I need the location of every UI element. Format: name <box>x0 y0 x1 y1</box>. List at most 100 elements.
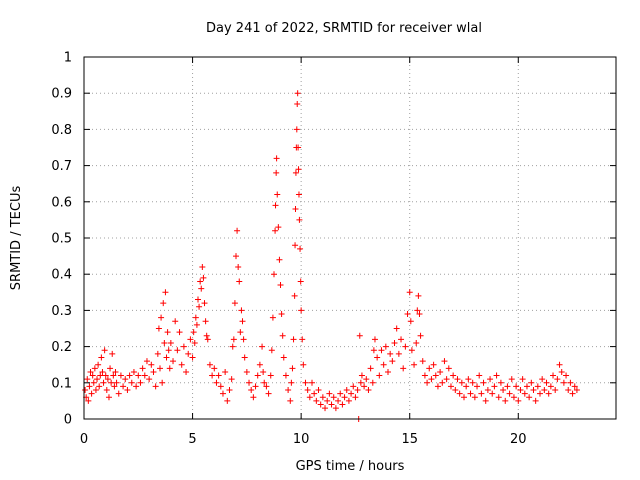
data-point <box>120 383 127 390</box>
data-point <box>500 387 507 394</box>
data-point <box>369 379 376 386</box>
data-point <box>387 350 394 357</box>
data-point <box>279 332 286 339</box>
data-point <box>126 372 133 379</box>
y-tick-label: 0.6 <box>51 195 72 210</box>
data-point <box>243 368 250 375</box>
data-point <box>278 311 285 318</box>
data-point <box>112 368 119 375</box>
data-point <box>209 372 216 379</box>
data-point <box>356 332 363 339</box>
data-point <box>256 361 263 368</box>
data-point <box>332 405 339 412</box>
data-point <box>233 253 239 260</box>
data-point <box>480 379 487 386</box>
data-point <box>167 339 174 346</box>
data-point <box>389 358 396 365</box>
data-point <box>521 390 528 397</box>
data-point <box>430 361 437 368</box>
data-point <box>530 387 537 394</box>
data-point <box>309 379 315 386</box>
data-point <box>391 339 398 346</box>
data-point <box>133 383 140 390</box>
data-point <box>493 372 500 379</box>
chart-title: Day 241 of 2022, SRMTID for receiver wla… <box>206 21 482 36</box>
data-point <box>341 394 348 401</box>
data-point <box>432 372 439 379</box>
data-point <box>357 379 364 386</box>
data-point <box>105 394 112 401</box>
data-point <box>191 339 198 346</box>
data-point <box>421 372 428 379</box>
data-point <box>439 379 446 386</box>
data-point <box>456 390 463 397</box>
data-point <box>293 126 300 133</box>
data-point <box>272 202 279 209</box>
data-point <box>337 390 344 397</box>
data-point <box>322 405 329 412</box>
y-tick-label: 0 <box>64 413 72 428</box>
data-point <box>400 365 407 372</box>
data-point <box>99 368 106 375</box>
data-point <box>295 166 302 173</box>
data-point <box>148 361 155 368</box>
data-point <box>269 314 276 321</box>
data-point <box>526 394 533 401</box>
data-point <box>339 401 346 408</box>
data-point <box>447 383 454 390</box>
data-point <box>560 379 567 386</box>
data-point <box>517 387 524 394</box>
data-point <box>443 376 450 383</box>
data-point <box>370 347 377 354</box>
data-point <box>469 379 476 386</box>
data-point <box>215 372 222 379</box>
data-point <box>213 379 220 386</box>
data-point <box>273 155 280 162</box>
data-point <box>275 224 282 231</box>
data-point <box>335 397 342 404</box>
data-point <box>565 387 572 394</box>
data-point <box>272 227 279 234</box>
data-point <box>491 383 498 390</box>
data-point <box>267 372 274 379</box>
data-point <box>287 397 294 404</box>
data-point <box>277 282 284 289</box>
data-point <box>419 358 426 365</box>
data-point <box>197 278 204 285</box>
data-point <box>280 354 287 361</box>
data-point <box>350 383 357 390</box>
data-point <box>128 379 135 386</box>
data-point <box>354 387 361 394</box>
data-point <box>428 376 435 383</box>
data-point <box>174 347 181 354</box>
data-point <box>371 336 378 343</box>
data-point <box>489 390 496 397</box>
data-point <box>274 191 281 198</box>
data-point <box>115 390 122 397</box>
data-point <box>124 387 131 394</box>
data-point <box>358 372 365 379</box>
data-point <box>300 361 307 368</box>
data-point <box>402 343 409 350</box>
data-point <box>294 101 301 108</box>
data-point <box>241 354 248 361</box>
data-point <box>450 372 457 379</box>
data-point <box>150 368 157 375</box>
data-point <box>571 383 578 390</box>
data-point <box>100 379 107 386</box>
data-point <box>135 372 142 379</box>
data-point <box>380 361 387 368</box>
data-point <box>539 376 546 383</box>
data-point <box>271 271 277 278</box>
data-point <box>202 318 209 325</box>
x-axis-label: GPS time / hours <box>296 459 405 474</box>
data-point <box>297 278 304 285</box>
data-point <box>465 376 472 383</box>
data-point <box>297 245 304 252</box>
data-point <box>569 390 576 397</box>
data-point <box>543 379 550 386</box>
data-point <box>558 368 565 375</box>
data-point <box>567 379 574 386</box>
data-point <box>573 387 580 394</box>
